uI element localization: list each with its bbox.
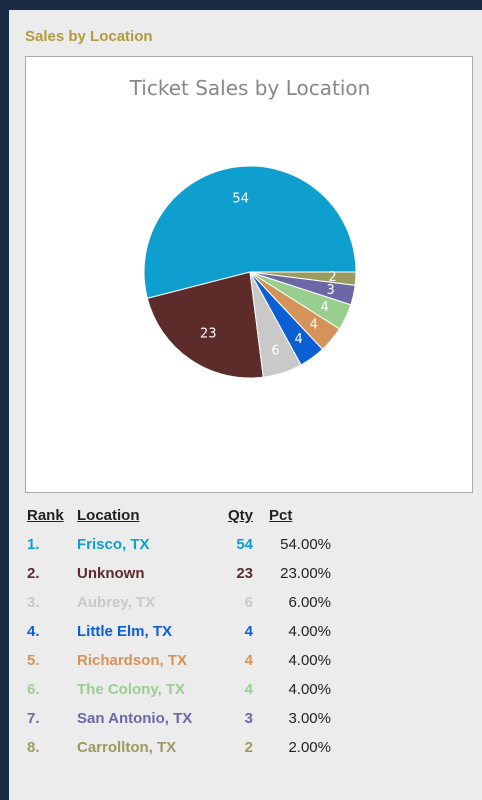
rank: 3. bbox=[27, 594, 40, 611]
slice-label: 54 bbox=[232, 191, 249, 206]
pie-slice bbox=[146, 271, 264, 379]
slice-label: 6 bbox=[271, 344, 279, 359]
slice-label: 4 bbox=[321, 300, 329, 315]
chart-box: Ticket Sales by Location 54 23 6 4 4 4 3 2 bbox=[25, 56, 473, 493]
qty: 4 bbox=[244, 623, 253, 640]
qty: 3 bbox=[244, 710, 253, 727]
column-header: Qty bbox=[227, 507, 253, 524]
qty: 6 bbox=[244, 594, 253, 611]
pct: 4.00% bbox=[288, 623, 331, 640]
qty: 54 bbox=[236, 536, 253, 553]
rank: 7. bbox=[27, 710, 40, 727]
slice-label: 3 bbox=[327, 283, 335, 298]
column-header: Rank bbox=[27, 507, 64, 524]
rank: 6. bbox=[27, 681, 40, 698]
chart-title: Ticket Sales by Location bbox=[129, 76, 371, 100]
rank: 8. bbox=[27, 739, 40, 756]
pct: 3.00% bbox=[288, 710, 331, 727]
column-header: Location bbox=[77, 507, 140, 524]
qty: 23 bbox=[236, 565, 253, 582]
slice-label: 23 bbox=[200, 326, 217, 341]
location: Carrollton, TX bbox=[77, 739, 177, 756]
pct: 6.00% bbox=[288, 594, 331, 611]
rank: 2. bbox=[27, 565, 40, 582]
slice-label: 2 bbox=[328, 270, 336, 285]
panel: Sales by Location Ticket Sales by Locati… bbox=[9, 10, 482, 800]
location: Unknown bbox=[77, 565, 145, 582]
pct: 23.00% bbox=[280, 565, 331, 582]
panel-title: Sales by Location bbox=[25, 28, 153, 45]
qty: 2 bbox=[244, 739, 253, 756]
pie-slice bbox=[249, 271, 357, 286]
qty: 4 bbox=[244, 681, 253, 698]
pct: 2.00% bbox=[288, 739, 331, 756]
column-header: Pct bbox=[269, 507, 293, 524]
slice-label: 4 bbox=[294, 332, 302, 347]
location: The Colony, TX bbox=[77, 681, 186, 698]
pct: 4.00% bbox=[288, 681, 331, 698]
pct: 54.00% bbox=[280, 536, 331, 553]
pct: 4.00% bbox=[288, 652, 331, 669]
location: San Antonio, TX bbox=[77, 710, 193, 727]
slice-label: 4 bbox=[310, 318, 318, 333]
qty: 4 bbox=[244, 652, 253, 669]
rank: 1. bbox=[27, 536, 40, 553]
location: Little Elm, TX bbox=[77, 623, 173, 640]
location: Aubrey, TX bbox=[77, 594, 156, 611]
location: Richardson, TX bbox=[77, 652, 188, 669]
location: Frisco, TX bbox=[77, 536, 150, 553]
pie-slice bbox=[143, 165, 357, 299]
rank: 4. bbox=[27, 623, 40, 640]
rank: 5. bbox=[27, 652, 40, 669]
